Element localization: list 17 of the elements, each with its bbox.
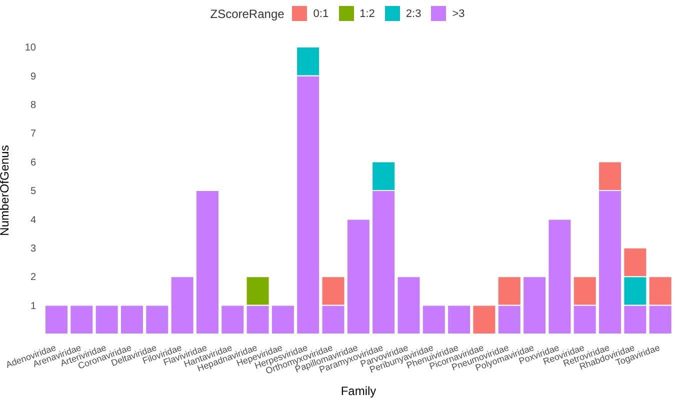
x-axis-title: Family — [340, 384, 376, 398]
y-tick-label: 5 — [30, 186, 36, 198]
y-tick-label: 10 — [24, 42, 36, 54]
legend-label: >3 — [452, 8, 465, 20]
y-tick-label: 4 — [30, 214, 36, 226]
y-tick-label: 2 — [30, 272, 36, 284]
y-tick-label: 1 — [30, 300, 36, 312]
y-tick-label: 3 — [30, 243, 36, 254]
legend-title: ZScoreRange — [210, 6, 284, 20]
y-tick-label: 8 — [30, 100, 36, 111]
legend-label: 2:3 — [406, 8, 422, 20]
y-tick-label: 6 — [30, 157, 36, 168]
y-tick-label: 9 — [30, 71, 36, 82]
legend-label: 0:1 — [313, 8, 329, 20]
legend-label: 1:2 — [360, 8, 375, 20]
y-axis-title: NumberOfGenus — [0, 145, 12, 236]
y-tick-label: 7 — [30, 128, 36, 140]
